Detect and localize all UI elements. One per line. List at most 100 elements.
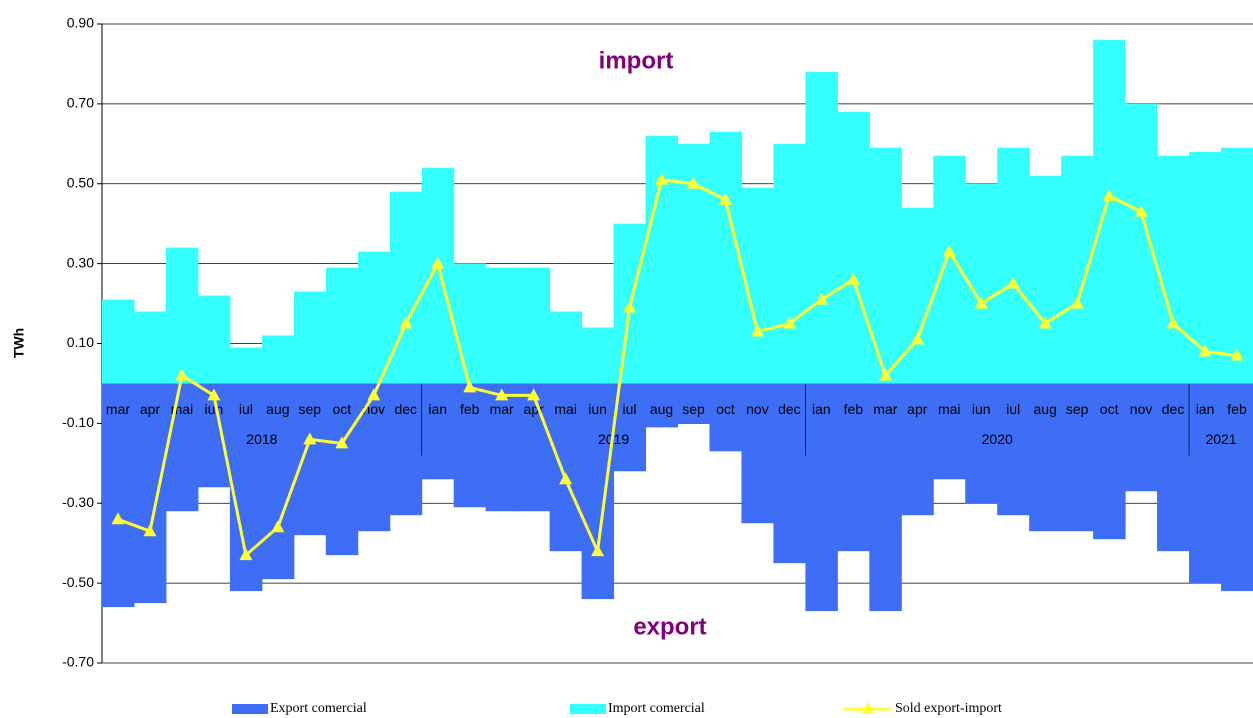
bar [133, 383, 167, 604]
legend-label: Sold export-import [895, 701, 1002, 716]
bar [197, 295, 231, 384]
y-axis-label: TWh [11, 328, 27, 358]
bar [453, 383, 487, 508]
bar [1093, 383, 1126, 540]
bar [1189, 383, 1222, 584]
marker [1166, 316, 1180, 329]
overlay: mar apr mai iun iul aug sep oct nov dec ian feb mar a… [106, 172, 1247, 640]
bar [453, 263, 487, 384]
bar [517, 383, 551, 512]
x-tick-label: iul [623, 401, 637, 417]
legend-label: Import comercial [608, 701, 705, 716]
bar [165, 383, 199, 512]
x-tick-label: oct [332, 401, 351, 417]
marker [718, 192, 732, 205]
y-tick-label: -0.10 [62, 414, 94, 430]
bar [357, 383, 391, 532]
marker [495, 388, 509, 401]
bar [1157, 383, 1190, 552]
marker [527, 388, 541, 401]
marker [559, 472, 573, 485]
marker [431, 256, 445, 269]
marker [591, 544, 605, 557]
bar [102, 383, 135, 608]
x-tick-label: ian [1196, 401, 1215, 417]
marker [814, 292, 828, 305]
bar [485, 267, 519, 384]
bar [965, 383, 998, 504]
marker [207, 388, 221, 401]
bar [645, 383, 678, 428]
bar [581, 383, 615, 600]
x-tick-label: dec [778, 401, 801, 417]
x-tick-label: iul [239, 401, 253, 417]
y-tick-label: 0.10 [67, 334, 94, 350]
x-tick-label: feb [460, 401, 480, 417]
bar [805, 71, 838, 384]
x-tick-label: sep [299, 401, 322, 417]
marker [686, 176, 700, 189]
year-label: 2018 [246, 431, 277, 447]
x-tick-label: aug [650, 401, 673, 417]
legend-label: Export comercial [270, 701, 367, 716]
bar [1189, 151, 1222, 384]
marker [1198, 344, 1212, 357]
marker [623, 300, 637, 313]
marker [399, 316, 413, 329]
marker [303, 432, 317, 445]
bar [1221, 383, 1253, 592]
marker [111, 512, 125, 525]
bar [325, 267, 359, 384]
year-label: 2021 [1205, 431, 1236, 447]
bar [1029, 175, 1062, 384]
bar [1029, 383, 1062, 532]
bar [1125, 103, 1158, 384]
x-tick-label: iun [588, 401, 607, 417]
marker [463, 380, 477, 393]
x-tick-label: mar [873, 401, 897, 417]
bar [1125, 383, 1158, 492]
bar [741, 383, 774, 524]
y-tick-label: -0.70 [62, 654, 94, 670]
marker [655, 172, 669, 185]
bar [293, 291, 327, 384]
bar [997, 383, 1030, 516]
bar [773, 383, 806, 564]
bar [837, 111, 870, 384]
bar [229, 347, 263, 384]
bar [933, 383, 966, 480]
legend-swatch [232, 704, 268, 714]
bar [133, 311, 167, 384]
x-tick-label: iun [205, 401, 224, 417]
bar [102, 299, 135, 384]
marker [143, 524, 157, 537]
x-tick-label: dec [394, 401, 417, 417]
marker [910, 332, 924, 345]
bar [997, 147, 1030, 384]
bar [773, 143, 806, 384]
bar [1221, 147, 1253, 384]
x-tick-label: oct [716, 401, 735, 417]
x-tick-label: mai [554, 401, 577, 417]
x-tick-label: mai [938, 401, 961, 417]
annotation: export [633, 613, 706, 640]
bar [517, 267, 551, 384]
bar [549, 383, 583, 552]
x-tick-label: mar [106, 401, 130, 417]
line [117, 178, 1238, 559]
y-tick-label: -0.50 [62, 574, 94, 590]
x-tick-label: ian [812, 401, 831, 417]
x-tick-label: sep [1066, 401, 1089, 417]
marker [1038, 316, 1052, 329]
bar [549, 311, 583, 384]
bar [293, 383, 327, 536]
marker [1070, 296, 1084, 309]
bar [421, 383, 455, 480]
bar [645, 135, 678, 384]
bar [709, 383, 742, 452]
bar [901, 383, 934, 516]
marker [1230, 348, 1244, 361]
bar [165, 247, 199, 384]
marker [782, 316, 796, 329]
y-tick-label: 0.50 [67, 174, 94, 190]
